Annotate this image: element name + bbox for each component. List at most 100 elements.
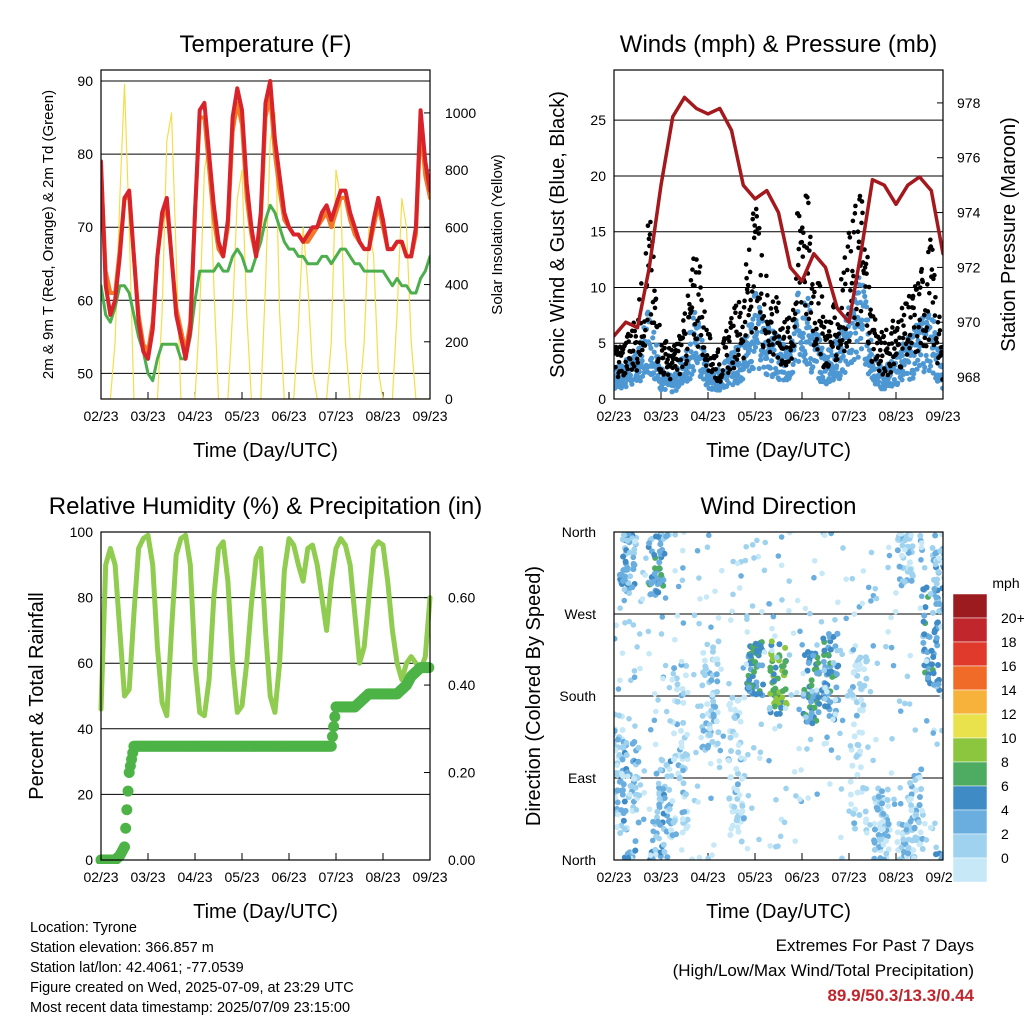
direction-point <box>936 555 943 562</box>
gust-point <box>651 320 657 326</box>
gust-point <box>640 347 645 353</box>
direction-point <box>770 613 777 620</box>
direction-point <box>752 659 759 666</box>
direction-point <box>709 738 716 745</box>
panel-title: Wind Direction <box>700 493 856 520</box>
gust-point <box>926 249 931 255</box>
gust-point <box>720 372 725 377</box>
gust-point <box>626 339 631 344</box>
gust-point <box>720 368 726 373</box>
gust-point <box>858 308 864 314</box>
direction-point <box>711 842 717 848</box>
direction-point <box>834 663 841 670</box>
gust-point <box>905 337 911 343</box>
direction-point <box>769 625 775 632</box>
wind-point <box>731 349 737 355</box>
direction-point <box>614 799 621 806</box>
direction-point <box>871 855 878 860</box>
gust-point <box>937 314 942 320</box>
gust-point <box>687 301 692 307</box>
gust-point <box>818 351 823 357</box>
y-axis-label: Sonic Wind & Gust (Blue, Black) <box>547 91 569 378</box>
direction-point <box>696 854 703 860</box>
direction-point <box>646 806 653 813</box>
direction-point <box>738 775 745 782</box>
direction-point <box>727 617 734 623</box>
direction-point <box>761 649 768 655</box>
gust-point <box>835 345 841 351</box>
direction-point <box>822 695 828 702</box>
direction-point <box>798 767 804 773</box>
direction-point <box>849 762 856 769</box>
direction-point <box>923 658 930 664</box>
direction-point <box>929 545 936 552</box>
direction-point <box>696 620 702 627</box>
gust-point <box>750 211 756 216</box>
gust-point <box>863 284 868 289</box>
precip-point <box>328 721 340 733</box>
direction-point <box>608 732 614 738</box>
direction-point <box>630 566 637 573</box>
direction-point <box>903 822 910 829</box>
direction-point <box>615 686 622 692</box>
gust-point <box>753 325 759 331</box>
direction-point <box>940 606 943 612</box>
direction-point <box>850 810 857 817</box>
direction-point <box>809 688 815 695</box>
wind-point <box>694 360 700 366</box>
gust-point <box>917 317 923 323</box>
direction-point <box>835 754 841 761</box>
gust-point <box>836 331 842 337</box>
direction-point <box>929 609 936 616</box>
direction-point <box>885 629 891 635</box>
x-tick-label: 02/23 <box>83 408 118 424</box>
wind-point <box>802 351 808 357</box>
gust-point <box>684 353 689 358</box>
gust-point <box>866 284 872 290</box>
wind-point <box>749 322 755 328</box>
direction-point <box>923 837 930 843</box>
direction-point <box>935 681 942 688</box>
gust-point <box>674 367 680 372</box>
direction-point <box>880 818 886 824</box>
direction-point <box>883 850 890 857</box>
y-tick-label: 60 <box>77 655 93 671</box>
direction-point <box>694 783 701 789</box>
direction-point <box>884 796 891 803</box>
gust-point <box>891 361 897 367</box>
direction-point <box>821 741 828 747</box>
direction-point <box>849 692 856 698</box>
gust-point <box>936 331 942 337</box>
gust-point <box>713 366 719 372</box>
direction-point <box>678 658 685 665</box>
direction-point <box>674 612 681 619</box>
speed-colorbar: mph 20+ 18 16 14 12 10 8 6 4 2 0 <box>952 575 1024 883</box>
direction-point <box>679 685 686 692</box>
direction-point <box>656 835 662 842</box>
x-tick-label: 03/23 <box>643 869 678 885</box>
direction-point <box>871 839 878 846</box>
wind-point <box>764 355 770 361</box>
gust-point <box>696 270 702 275</box>
direction-point <box>617 677 623 684</box>
gust-point <box>631 364 637 369</box>
wind-point <box>796 358 802 364</box>
direction-point <box>895 536 901 542</box>
direction-point <box>670 670 677 677</box>
direction-point <box>767 843 773 849</box>
wind-point <box>764 372 770 378</box>
direction-point <box>618 770 625 777</box>
direction-point <box>674 686 681 693</box>
direction-point <box>710 644 717 651</box>
direction-point <box>803 714 809 720</box>
direction-point <box>796 706 802 713</box>
direction-point <box>801 652 808 659</box>
gust-point <box>749 289 755 294</box>
gust-point <box>904 301 909 307</box>
direction-point <box>715 729 722 736</box>
direction-point <box>680 719 687 726</box>
direction-point <box>779 597 785 603</box>
direction-point <box>657 766 664 773</box>
direction-point <box>820 635 827 642</box>
gust-point <box>799 239 805 245</box>
